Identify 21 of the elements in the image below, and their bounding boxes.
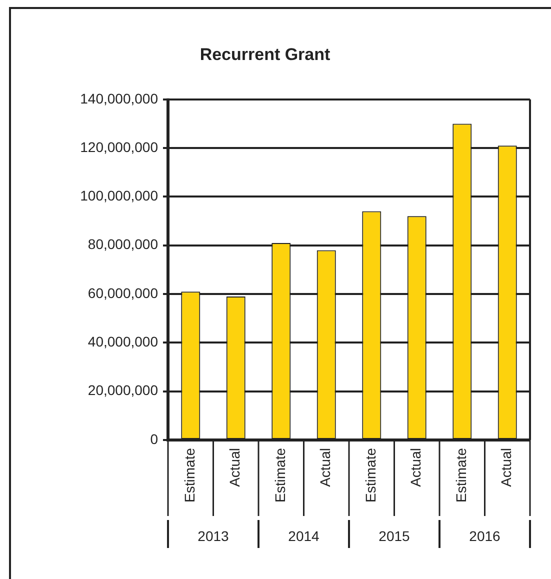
x-tick-label: Actual (317, 448, 334, 487)
text: 2014 (288, 528, 320, 544)
y-tick-label: 20,000,000 (88, 382, 158, 398)
y-tick-label: 40,000,000 (88, 334, 158, 350)
chart-title: Recurrent Grant (200, 44, 331, 64)
text: 2016 (469, 528, 501, 544)
y-tick-label: 60,000,000 (88, 284, 158, 301)
x-tick-label: Estimate (362, 448, 378, 502)
x-tick-label: Actual (498, 448, 514, 487)
y-tick-label: 100,000,000 (80, 188, 158, 204)
x-tick-label: Actual (408, 448, 424, 487)
text: 2015 (378, 528, 410, 544)
x-tick-label: Actual (226, 448, 243, 487)
y-tick-label: 140,000,000 (80, 90, 158, 106)
y-tick-label: 0 (150, 430, 158, 447)
x-tick-label: Estimate (272, 448, 288, 502)
x-tick-label: Estimate (452, 448, 469, 502)
y-tick-label: 120,000,000 (80, 138, 158, 155)
y-tick-label: 80,000,000 (88, 236, 158, 252)
x-tick-label: Estimate (181, 448, 198, 502)
text: 2013 (198, 528, 230, 544)
